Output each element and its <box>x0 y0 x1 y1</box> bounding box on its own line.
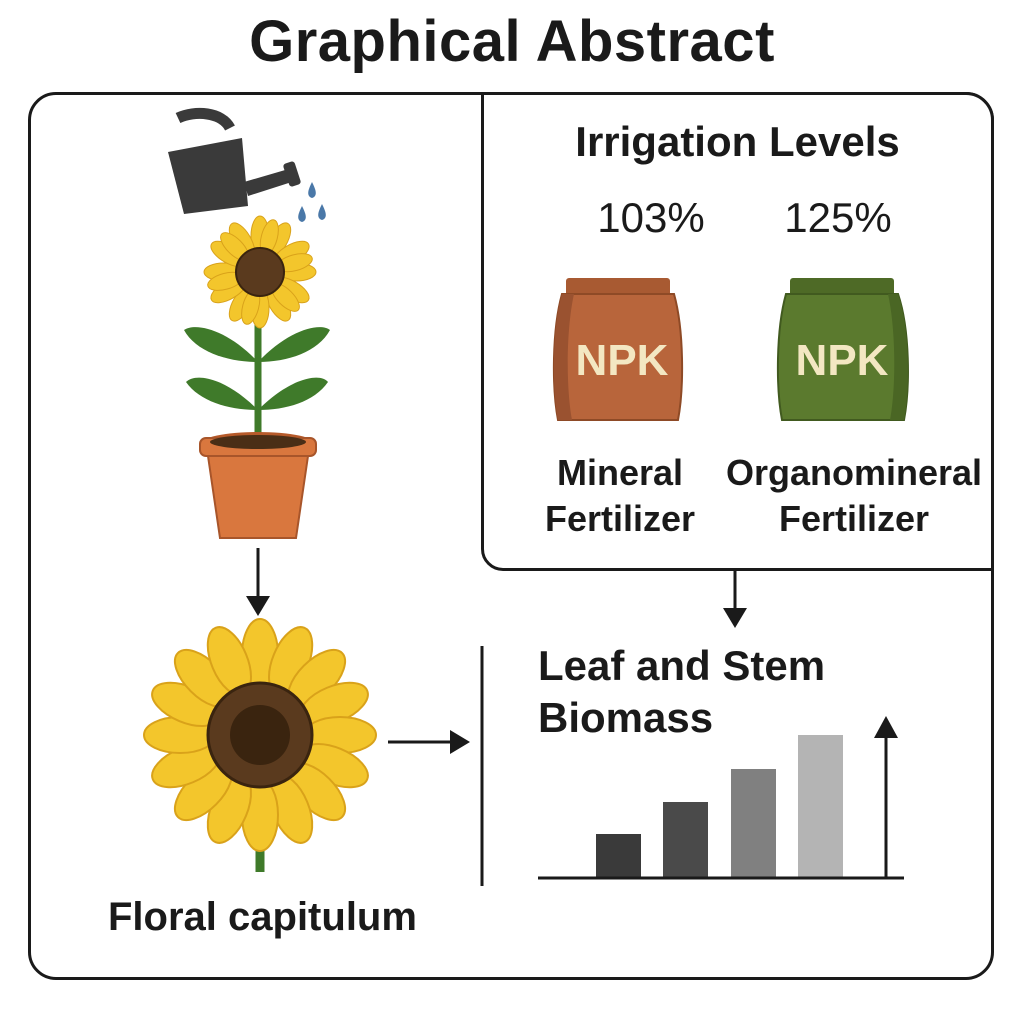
up-arrow-head <box>874 716 898 738</box>
organomineral-label-line2: Fertilizer <box>778 498 930 539</box>
floral-capitulum-label: Floral capitulum <box>108 895 417 939</box>
npk-label-mineral: NPK <box>575 336 669 385</box>
irrigation-level-1: 103% <box>597 194 705 241</box>
arrow-down-left <box>246 548 270 616</box>
mineral-fertilizer-label: Mineral Fertilizer <box>520 450 720 542</box>
organomineral-label-line1: Organomineral <box>725 452 983 493</box>
bar <box>798 735 843 878</box>
arrow-down-right <box>723 571 747 628</box>
water-drops-icon <box>298 182 326 222</box>
irrigation-title: Irrigation Levels <box>575 118 900 165</box>
mineral-label-line1: Mineral <box>556 452 684 493</box>
watering-can-icon <box>168 107 301 214</box>
npk-label-organomineral: NPK <box>795 336 889 385</box>
potted-sunflower-icon <box>184 215 330 539</box>
npk-bag-icon <box>776 278 909 421</box>
sunflower-head-icon <box>143 618 377 872</box>
organomineral-fertilizer-label: Organomineral Fertilizer <box>722 450 986 542</box>
bar <box>731 769 776 878</box>
page-title: Graphical Abstract <box>249 9 775 74</box>
npk-bag-icon <box>552 278 684 421</box>
bar-chart-icon <box>538 716 904 880</box>
bar <box>596 834 641 878</box>
arrow-right <box>388 730 470 754</box>
irrigation-level-2: 125% <box>784 194 892 241</box>
mineral-label-line2: Fertilizer <box>544 498 696 539</box>
bar <box>663 802 708 878</box>
biomass-title: Leaf and Stem Biomass <box>538 642 826 741</box>
